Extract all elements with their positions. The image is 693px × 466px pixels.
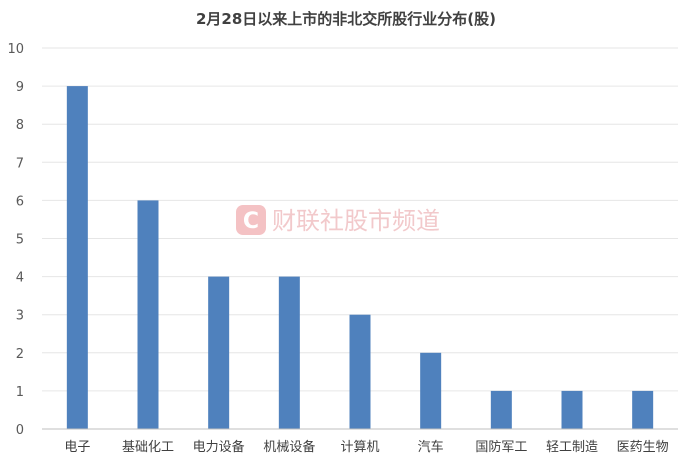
bar-6 bbox=[420, 352, 442, 429]
y-tick-label: 2 bbox=[16, 347, 24, 362]
bar-4 bbox=[278, 276, 300, 429]
x-tick-label: 轻工制造 bbox=[546, 440, 598, 455]
y-axis-ticks: 0 1 2 3 4 5 6 7 8 9 10 bbox=[7, 42, 24, 438]
x-tick-label: 医药生物 bbox=[617, 440, 669, 455]
y-tick-label: 10 bbox=[7, 42, 24, 57]
y-tick-label: 6 bbox=[16, 194, 24, 209]
x-tick-label: 国防军工 bbox=[475, 439, 527, 455]
y-tick-label: 1 bbox=[16, 385, 24, 400]
x-axis-labels: 电子 基础化工 电力设备 机械设备 计算机 汽车 国防军工 轻工制造 医药生物 bbox=[64, 439, 668, 455]
watermark-logo bbox=[236, 205, 266, 235]
y-tick-label: 9 bbox=[16, 80, 24, 95]
y-tick-label: 8 bbox=[16, 118, 24, 133]
x-tick-label: 电力设备 bbox=[193, 439, 245, 455]
chart-title: 2月28日以来上市的非北交所股行业分布(股) bbox=[196, 10, 496, 28]
bar-3 bbox=[208, 276, 230, 429]
watermark-text: 财联社股市频道 bbox=[272, 207, 440, 235]
x-tick-label: 基础化工 bbox=[122, 440, 174, 455]
x-tick-label: 计算机 bbox=[340, 440, 379, 455]
bar-9 bbox=[632, 390, 654, 429]
y-tick-label: 7 bbox=[16, 156, 24, 171]
y-tick-label: 3 bbox=[16, 309, 24, 324]
bar-2 bbox=[137, 200, 159, 429]
watermark-logo-letter: C bbox=[243, 209, 259, 234]
x-tick-label: 电子 bbox=[64, 440, 90, 455]
y-tick-label: 4 bbox=[16, 271, 24, 286]
y-tick-label: 5 bbox=[16, 233, 24, 248]
bar-1 bbox=[66, 86, 88, 429]
watermark: C 财联社股市频道 bbox=[236, 205, 440, 235]
bars bbox=[66, 86, 654, 429]
bar-7 bbox=[490, 390, 512, 429]
bar-8 bbox=[561, 390, 583, 429]
y-tick-label: 0 bbox=[16, 423, 24, 438]
bar-5 bbox=[349, 314, 371, 429]
x-tick-label: 机械设备 bbox=[263, 439, 315, 455]
x-tick-label: 汽车 bbox=[418, 439, 444, 455]
